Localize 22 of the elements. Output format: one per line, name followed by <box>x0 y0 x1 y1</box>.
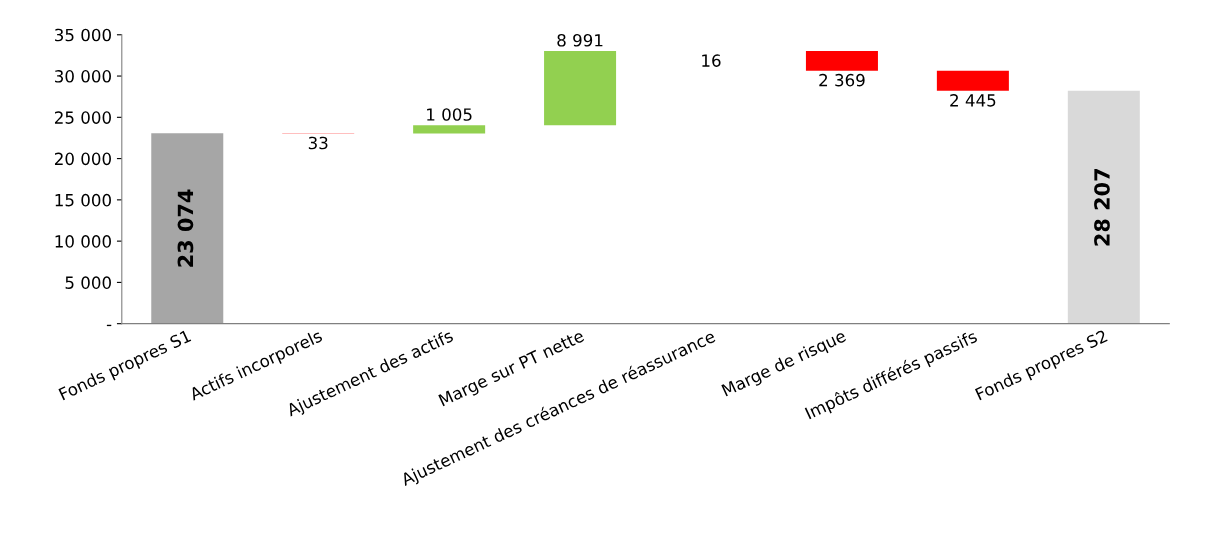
bar <box>151 133 224 324</box>
y-tick-label: 30 000 <box>55 70 111 83</box>
y-tick-label: 20 000 <box>54 152 111 166</box>
y-tick-label: 5 000 <box>65 276 111 289</box>
y-tick-label: 10 000 <box>55 235 111 248</box>
data-label: 8 991 <box>557 33 603 47</box>
data-label: 33 <box>308 136 328 150</box>
bar <box>936 70 1009 91</box>
data-label: 16 <box>702 54 721 67</box>
bar <box>413 125 486 134</box>
data-label: 23 074 <box>177 189 194 267</box>
y-tick-label: 25 000 <box>54 111 111 124</box>
y-tick-label: 15 000 <box>55 193 111 207</box>
bar <box>1067 90 1140 324</box>
data-label: 2 369 <box>819 73 865 87</box>
y-tick-label: 35 000 <box>55 28 111 42</box>
data-label: 1 005 <box>427 108 472 121</box>
bar <box>805 51 878 71</box>
data-label: 28 207 <box>1094 169 1110 246</box>
y-tick-label: - <box>106 324 112 327</box>
bar <box>544 50 617 126</box>
data-label: 2 445 <box>950 94 996 107</box>
